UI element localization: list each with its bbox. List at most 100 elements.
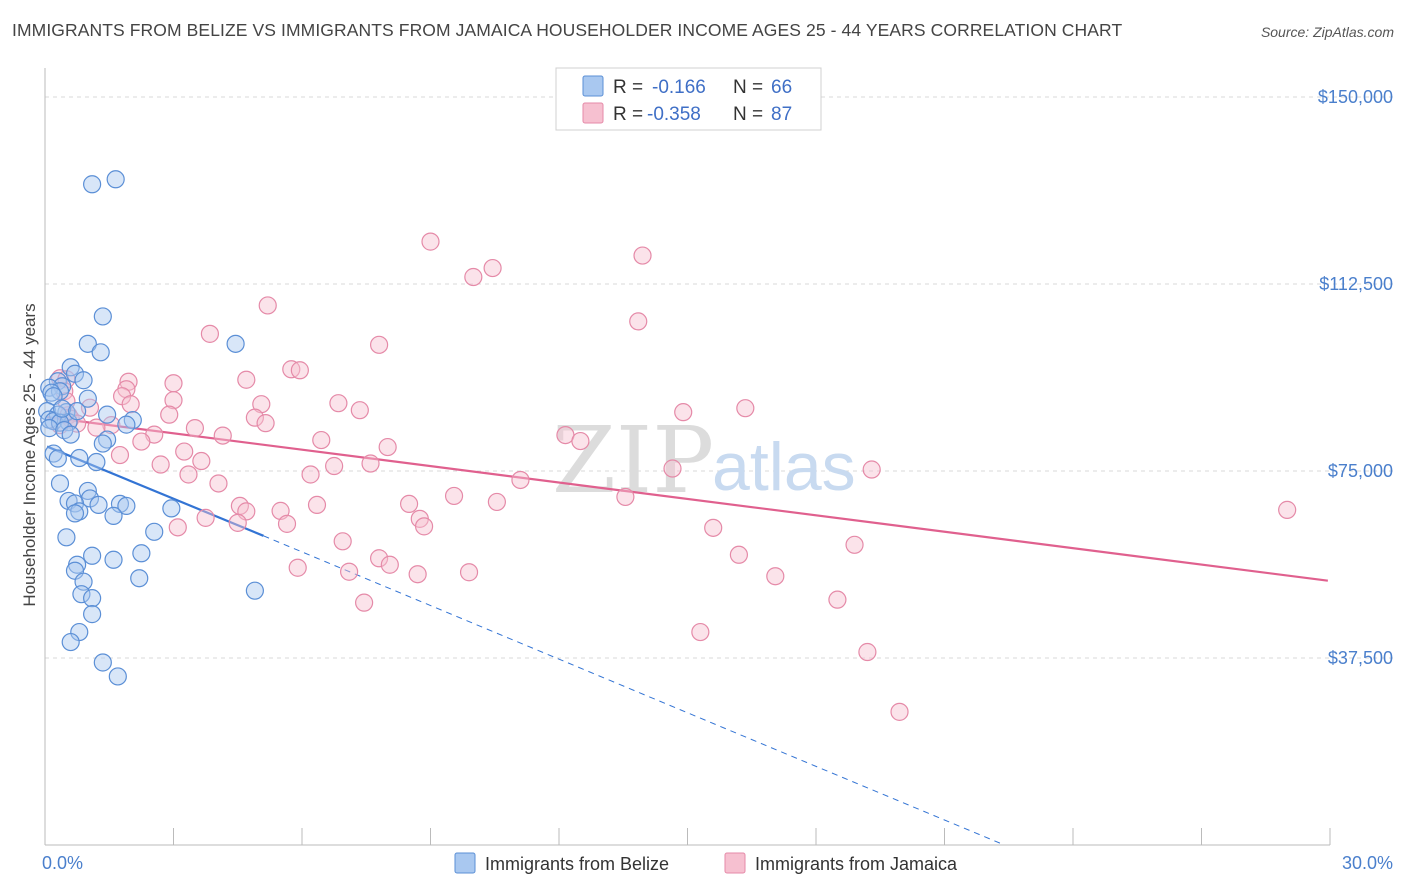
jamaica-point bbox=[213, 426, 232, 445]
jamaica-point bbox=[290, 361, 309, 380]
jamaica-point bbox=[200, 324, 220, 343]
trend-lines bbox=[46, 416, 1328, 846]
bottom-legend-belize-swatch bbox=[454, 852, 476, 874]
jamaica-point bbox=[1278, 500, 1297, 519]
belize-point bbox=[226, 334, 245, 353]
watermark: ZIP atlas bbox=[552, 407, 856, 514]
belize-point bbox=[61, 425, 80, 444]
bottom-legend-jamaica-swatch bbox=[724, 852, 746, 874]
jamaica-point bbox=[858, 642, 877, 662]
belize-point bbox=[72, 585, 91, 604]
belize-point bbox=[83, 605, 102, 624]
legend-belize-r-value: -0.166 bbox=[652, 77, 706, 98]
belize-point bbox=[117, 415, 136, 434]
jamaica-point bbox=[729, 545, 749, 564]
legend-jamaica-n-value: 87 bbox=[771, 104, 792, 125]
legend-belize-n-value: 66 bbox=[771, 77, 792, 98]
legend-jamaica-swatch bbox=[582, 102, 604, 124]
source-label: Source: ZipAtlas.com bbox=[1260, 24, 1394, 40]
jamaica-point bbox=[355, 593, 374, 612]
bottom-legend-jamaica-label: Immigrants from Jamaica bbox=[755, 854, 958, 874]
legend-jamaica-r-label: R = bbox=[613, 104, 643, 125]
jamaica-point bbox=[845, 535, 864, 554]
jamaica-point bbox=[378, 437, 397, 457]
belize-point bbox=[98, 405, 117, 424]
jamaica-point bbox=[704, 518, 723, 537]
legend-jamaica-n-label: N = bbox=[733, 104, 763, 125]
jamaica-point bbox=[616, 487, 635, 507]
belize-point bbox=[40, 419, 59, 438]
belize-point bbox=[93, 434, 112, 453]
belize-point bbox=[83, 589, 102, 608]
jamaica-point bbox=[325, 456, 344, 476]
jamaica-point bbox=[277, 514, 297, 533]
jamaica-point bbox=[329, 394, 348, 413]
jamaica-point bbox=[110, 445, 130, 465]
jamaica-point bbox=[132, 432, 151, 451]
watermark-atlas: atlas bbox=[712, 429, 856, 505]
belize-point bbox=[106, 170, 125, 189]
jamaica-point bbox=[301, 465, 320, 484]
jamaica-point bbox=[691, 622, 710, 642]
jamaica-point bbox=[307, 495, 327, 515]
belize-point bbox=[145, 522, 164, 541]
jamaica-point bbox=[256, 414, 275, 433]
x-tick-label-1: 30.0% bbox=[1342, 853, 1393, 873]
belize-point bbox=[89, 495, 108, 515]
jamaica-point bbox=[736, 399, 755, 418]
y-axis-label: Householder Income Ages 25 - 44 years bbox=[20, 303, 39, 606]
jamaica-point bbox=[87, 418, 106, 437]
jamaica-point bbox=[179, 465, 198, 484]
jamaica-point bbox=[196, 508, 215, 527]
jamaica-point bbox=[121, 395, 140, 414]
jamaica-point bbox=[168, 518, 187, 537]
jamaica-point bbox=[102, 416, 121, 435]
belize-point bbox=[108, 667, 127, 686]
trend-line-jamaica bbox=[47, 416, 1328, 582]
jamaica-point bbox=[890, 702, 909, 721]
jamaica-point bbox=[288, 558, 307, 577]
belize-point bbox=[61, 632, 80, 652]
jamaica-point bbox=[663, 459, 682, 478]
jamaica-point bbox=[258, 296, 277, 315]
jamaica-point bbox=[209, 474, 228, 493]
y-tick-label-3: $150,000 bbox=[1318, 87, 1393, 107]
belize-point bbox=[65, 504, 85, 523]
jamaica-point bbox=[408, 565, 427, 584]
jamaica-point bbox=[164, 391, 183, 410]
belize-point bbox=[78, 389, 97, 408]
belize-point bbox=[117, 496, 136, 516]
belize-point bbox=[83, 175, 102, 194]
belize-point bbox=[78, 334, 97, 353]
jamaica-point bbox=[674, 403, 693, 422]
jamaica-point bbox=[633, 246, 652, 265]
belize-point bbox=[57, 528, 76, 547]
jamaica-point bbox=[414, 517, 434, 536]
jamaica-point bbox=[629, 312, 648, 331]
belize-point bbox=[91, 343, 110, 362]
jamaica-point bbox=[766, 567, 785, 586]
belize-point bbox=[50, 474, 70, 493]
belize-point bbox=[93, 653, 112, 672]
jamaica-point bbox=[511, 470, 530, 490]
belize-point bbox=[93, 307, 112, 326]
jamaica-point bbox=[151, 455, 170, 474]
jamaica-point bbox=[245, 408, 264, 427]
jamaica-point bbox=[185, 419, 205, 438]
watermark-zip: ZIP bbox=[552, 407, 714, 514]
jamaica-point bbox=[370, 335, 389, 354]
belize-point bbox=[48, 449, 67, 468]
trend-line-belize bbox=[46, 445, 264, 537]
legend-jamaica-r-value: -0.358 bbox=[647, 104, 701, 125]
x-tick-label-0: 0.0% bbox=[42, 853, 83, 873]
jamaica-point bbox=[361, 454, 380, 473]
tick-labels: $37,500 $75,000 $112,500 $150,000 0.0% 30.0% bbox=[42, 87, 1393, 873]
belize-point bbox=[70, 448, 89, 468]
y-tick-label-0: $37,500 bbox=[1328, 648, 1393, 668]
jamaica-point bbox=[160, 405, 179, 424]
jamaica-point bbox=[175, 442, 194, 461]
belize-point bbox=[83, 546, 102, 565]
jamaica-point bbox=[464, 267, 483, 287]
jamaica-point bbox=[459, 563, 479, 582]
jamaica-point bbox=[571, 431, 590, 451]
